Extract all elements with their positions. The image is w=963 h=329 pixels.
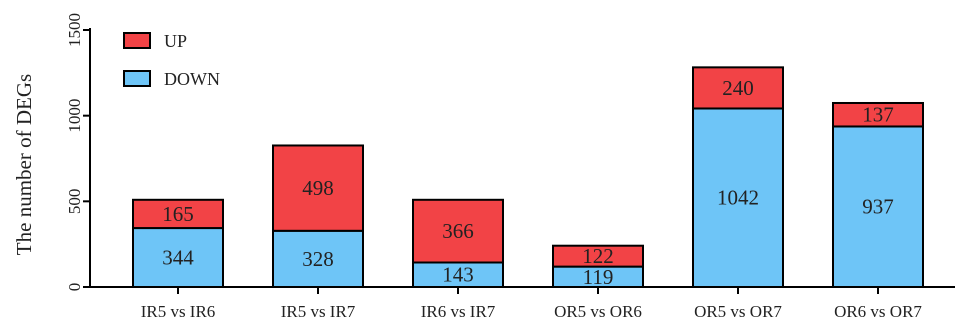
y-tick-label: 1500 <box>65 13 84 47</box>
bar-value-label: 119 <box>583 265 614 289</box>
bar-up <box>272 144 364 232</box>
legend-label-up: UP <box>164 31 187 51</box>
bar-value-label: 328 <box>302 247 334 271</box>
bar-value-label: 122 <box>582 244 614 268</box>
bar-up <box>412 198 504 264</box>
bar-value-label: 143 <box>442 263 474 287</box>
bar-down <box>132 227 224 289</box>
bar-up <box>552 244 644 268</box>
x-tick-label: OR5 vs OR6 <box>554 302 642 321</box>
x-tick-label: IR5 vs IR7 <box>281 302 356 321</box>
bar-value-label: 137 <box>862 103 894 127</box>
bar-up <box>832 101 924 128</box>
bar-down <box>412 261 504 288</box>
bar-value-label: 240 <box>722 76 754 100</box>
bar-up <box>692 66 784 110</box>
bar-up <box>132 198 224 230</box>
legend-swatch-down <box>123 70 151 87</box>
x-tick-label: IR5 vs IR6 <box>141 302 216 321</box>
bar-value-label: 366 <box>442 219 474 243</box>
bar-value-label: 344 <box>162 246 194 270</box>
legend-swatch-up <box>123 32 151 49</box>
y-tick-label: 1000 <box>65 99 84 133</box>
bar-value-label: 1042 <box>717 186 759 210</box>
x-tick-label: IR6 vs IR7 <box>421 302 496 321</box>
y-tick-label: 0 <box>65 283 84 292</box>
y-axis-label: The number of DEGs <box>12 74 36 255</box>
bar-value-label: 498 <box>302 176 334 200</box>
bar-down <box>692 107 784 288</box>
y-tick-label: 500 <box>65 189 84 215</box>
legend-label-down: DOWN <box>164 69 220 89</box>
x-tick-label: OR5 vs OR7 <box>694 302 782 321</box>
bar-value-label: 937 <box>862 195 894 219</box>
x-tick-label: OR6 vs OR7 <box>834 302 922 321</box>
axes: 0 500 1000 1500 IR5 vs IR6 IR5 vs IR7 IR6 vs I… <box>65 13 955 321</box>
bar-value-label: 165 <box>162 202 194 226</box>
bar-down <box>272 229 364 289</box>
bar-down <box>832 125 924 288</box>
legend: UP DOWN <box>123 31 220 89</box>
